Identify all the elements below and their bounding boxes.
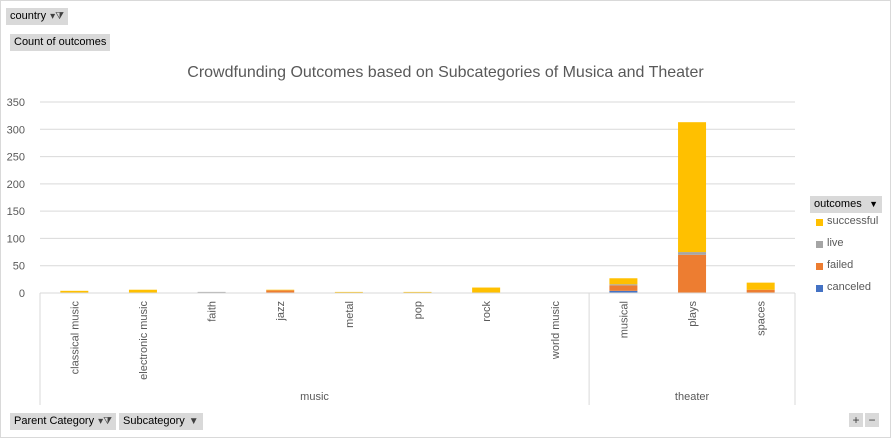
bar-segment	[609, 278, 638, 285]
legend-swatch	[816, 241, 823, 248]
bar-segment	[746, 282, 775, 290]
y-tick-label: 150	[7, 206, 25, 218]
x-tick-label: classical music	[69, 301, 81, 375]
legend-swatch	[816, 219, 823, 226]
x-tick-label: jazz	[275, 301, 287, 322]
y-tick-label: 250	[7, 152, 25, 164]
legend-label: live	[827, 237, 844, 249]
x-tick-label: electronic music	[138, 301, 150, 380]
chart-title: Crowdfunding Outcomes based on Subcatego…	[187, 64, 704, 81]
bar-segment	[678, 252, 707, 255]
legend-item-successful: successful	[810, 213, 882, 235]
y-tick-label: 200	[7, 179, 25, 191]
bar-segment	[266, 289, 295, 291]
bar-segment	[609, 285, 638, 291]
y-tick-label: 350	[7, 97, 25, 109]
group-label: theater	[675, 391, 710, 403]
x-tick-label: musical	[618, 301, 630, 338]
x-tick-label: metal	[344, 301, 356, 328]
legend-header-button[interactable]: outcomes ▼	[810, 196, 882, 213]
subcategory-label: Subcategory	[123, 415, 185, 427]
bar-segment	[678, 122, 707, 253]
y-tick-label: 50	[13, 261, 25, 273]
filter-icon: ▾⧩	[98, 416, 113, 427]
country-filter-button[interactable]: country ▾⧩	[6, 8, 69, 25]
y-tick-label: 0	[19, 288, 25, 300]
bar-segment	[266, 290, 295, 293]
bar-segment	[746, 289, 775, 293]
zoom-out-button[interactable]: −	[865, 413, 879, 427]
bar-segment	[609, 284, 638, 286]
values-field-label: Count of outcomes	[14, 36, 107, 48]
legend-item-live: live	[810, 235, 882, 257]
bar-segment	[678, 254, 707, 293]
x-tick-label: faith	[207, 301, 219, 322]
group-label: music	[300, 391, 329, 403]
zoom-in-button[interactable]: +	[849, 413, 863, 427]
bar-segment	[197, 291, 226, 293]
x-tick-label: rock	[481, 301, 493, 322]
x-tick-label: pop	[413, 301, 425, 319]
y-tick-label: 100	[7, 233, 25, 245]
legend-item-failed: failed	[810, 257, 882, 279]
y-tick-label: 300	[7, 124, 25, 136]
legend-label: canceled	[827, 281, 872, 293]
x-tick-label: spaces	[756, 301, 768, 336]
subcategory-button[interactable]: Subcategory ▼	[119, 413, 203, 430]
legend-title: outcomes	[814, 198, 862, 210]
values-field-button[interactable]: Count of outcomes	[10, 34, 111, 51]
bar-segment	[128, 289, 157, 293]
x-tick-label: plays	[687, 301, 699, 327]
bar-segment	[472, 287, 501, 293]
legend-item-canceled: canceled	[810, 279, 882, 301]
filter-icon: ▾⧩	[50, 11, 65, 22]
dropdown-icon: ▼	[869, 199, 878, 209]
bar-segment	[609, 290, 638, 293]
legend: outcomes ▼ successful live failed cancel…	[810, 196, 882, 301]
country-filter-label: country	[10, 10, 47, 22]
dropdown-icon: ▼	[188, 416, 199, 427]
legend-swatch	[816, 285, 823, 292]
legend-swatch	[816, 263, 823, 270]
bar-segment	[403, 291, 432, 293]
parent-category-label: Parent Category	[14, 415, 95, 427]
parent-category-filter-button[interactable]: Parent Category ▾⧩	[10, 413, 117, 430]
legend-label: failed	[827, 259, 854, 271]
bar-segment	[60, 290, 89, 293]
legend-label: successful	[827, 215, 879, 227]
bar-segment	[334, 291, 363, 293]
x-tick-label: world music	[550, 301, 562, 361]
